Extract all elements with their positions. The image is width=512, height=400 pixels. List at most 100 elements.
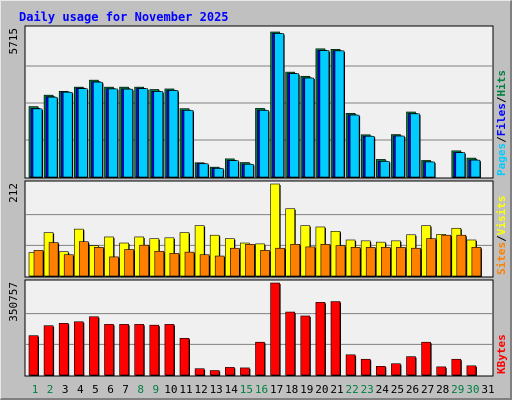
- bar-pages: [93, 81, 103, 178]
- day-label: 17: [270, 383, 283, 396]
- legend-hits: Pages/Files/Hits: [495, 70, 508, 176]
- day-label: 21: [330, 383, 343, 396]
- legend-files: Files: [495, 103, 508, 136]
- bar-sites: [471, 247, 482, 277]
- bar-sites: [441, 234, 452, 277]
- bar-visits: [285, 208, 296, 277]
- bar-kbytes: [345, 354, 356, 376]
- ymax-label-visits: 212: [7, 183, 20, 203]
- day-label: 11: [179, 383, 192, 396]
- bar-sites: [214, 255, 225, 277]
- bar-sites: [199, 254, 210, 277]
- bar-kbytes: [391, 363, 401, 376]
- bar-pages: [183, 110, 194, 178]
- day-label: 18: [285, 383, 298, 396]
- day-label: 8: [137, 383, 144, 396]
- legend-pages: Pages: [495, 143, 508, 176]
- bar-sites: [411, 247, 421, 277]
- day-label: 2: [47, 383, 54, 396]
- bar-sites: [245, 244, 255, 277]
- bar-sites: [169, 253, 180, 277]
- legend-separator: /: [495, 136, 508, 143]
- bar-pages: [395, 135, 405, 178]
- ymax-label-kbytes: 350757: [7, 282, 20, 322]
- bar-sites: [365, 247, 376, 277]
- bar-sites: [305, 246, 316, 277]
- bar-kbytes: [134, 324, 144, 376]
- bar-sites: [154, 250, 165, 277]
- day-label: 10: [164, 383, 177, 396]
- bar-kbytes: [255, 341, 265, 376]
- bar-pages: [304, 77, 315, 178]
- bar-visits: [270, 183, 280, 277]
- bar-kbytes: [225, 367, 235, 376]
- bar-kbytes: [375, 366, 386, 376]
- bar-kbytes: [285, 311, 296, 376]
- bar-kbytes: [74, 321, 84, 376]
- day-label: 14: [225, 383, 239, 396]
- day-label: 22: [345, 383, 358, 396]
- day-label: 16: [255, 383, 268, 396]
- bar-kbytes: [119, 324, 129, 376]
- bar-pages: [244, 164, 254, 178]
- bar-sites: [109, 256, 119, 277]
- legend-visits: Sites/Visits: [495, 196, 508, 276]
- day-label: 4: [77, 383, 84, 396]
- bar-visits: [209, 234, 220, 277]
- bar-visits: [194, 225, 205, 277]
- day-label: 13: [210, 383, 223, 396]
- bar-pages: [274, 33, 284, 178]
- bar-kbytes: [300, 315, 311, 376]
- bar-kbytes: [436, 366, 447, 376]
- bar-kbytes: [28, 335, 39, 376]
- bar-pages: [364, 136, 375, 178]
- bar-pages: [198, 163, 209, 178]
- bar-pages: [289, 73, 300, 178]
- day-label: 29: [451, 383, 464, 396]
- legend-sites: Sites: [495, 242, 508, 275]
- day-label: 3: [62, 383, 69, 396]
- day-label: 31: [481, 383, 494, 396]
- bar-kbytes: [360, 358, 371, 376]
- bar-kbytes: [149, 324, 160, 376]
- legend-kbytes: KBytes: [495, 334, 508, 374]
- bar-sites: [320, 244, 331, 277]
- ymax-label-hits: 5715: [7, 28, 20, 55]
- day-label: 24: [376, 383, 390, 396]
- day-label: 12: [194, 383, 207, 396]
- bar-sites: [124, 249, 134, 277]
- bar-kbytes: [330, 301, 341, 376]
- bar-sites: [63, 254, 74, 277]
- day-label: 27: [421, 383, 434, 396]
- bar-pages: [168, 90, 179, 178]
- bar-sites: [426, 238, 436, 277]
- bar-sites: [275, 247, 285, 277]
- bar-sites: [184, 251, 195, 277]
- bar-sites: [79, 241, 89, 277]
- bar-pages: [138, 88, 148, 178]
- bar-sites: [380, 247, 391, 277]
- day-label: 30: [466, 383, 479, 396]
- chart-title: Daily usage for November 2025: [19, 10, 229, 24]
- bar-pages: [455, 152, 466, 178]
- bar-kbytes: [466, 365, 477, 376]
- day-label: 6: [107, 383, 114, 396]
- bar-sites: [290, 244, 301, 277]
- bar-kbytes: [209, 370, 220, 376]
- bar-kbytes: [43, 325, 54, 376]
- bar-pages: [153, 91, 164, 178]
- day-label: 7: [122, 383, 129, 396]
- day-label: 26: [406, 383, 419, 396]
- bar-kbytes: [89, 316, 99, 376]
- bar-pages: [470, 159, 481, 178]
- day-label: 23: [361, 383, 374, 396]
- legend-visits: Visits: [495, 196, 508, 236]
- bar-pages: [32, 108, 43, 178]
- bar-pages: [62, 92, 73, 178]
- bar-kbytes: [179, 337, 190, 376]
- bar-sites: [230, 247, 240, 277]
- day-label: 1: [32, 383, 39, 396]
- bar-pages: [379, 161, 390, 178]
- bar-sites: [396, 247, 406, 277]
